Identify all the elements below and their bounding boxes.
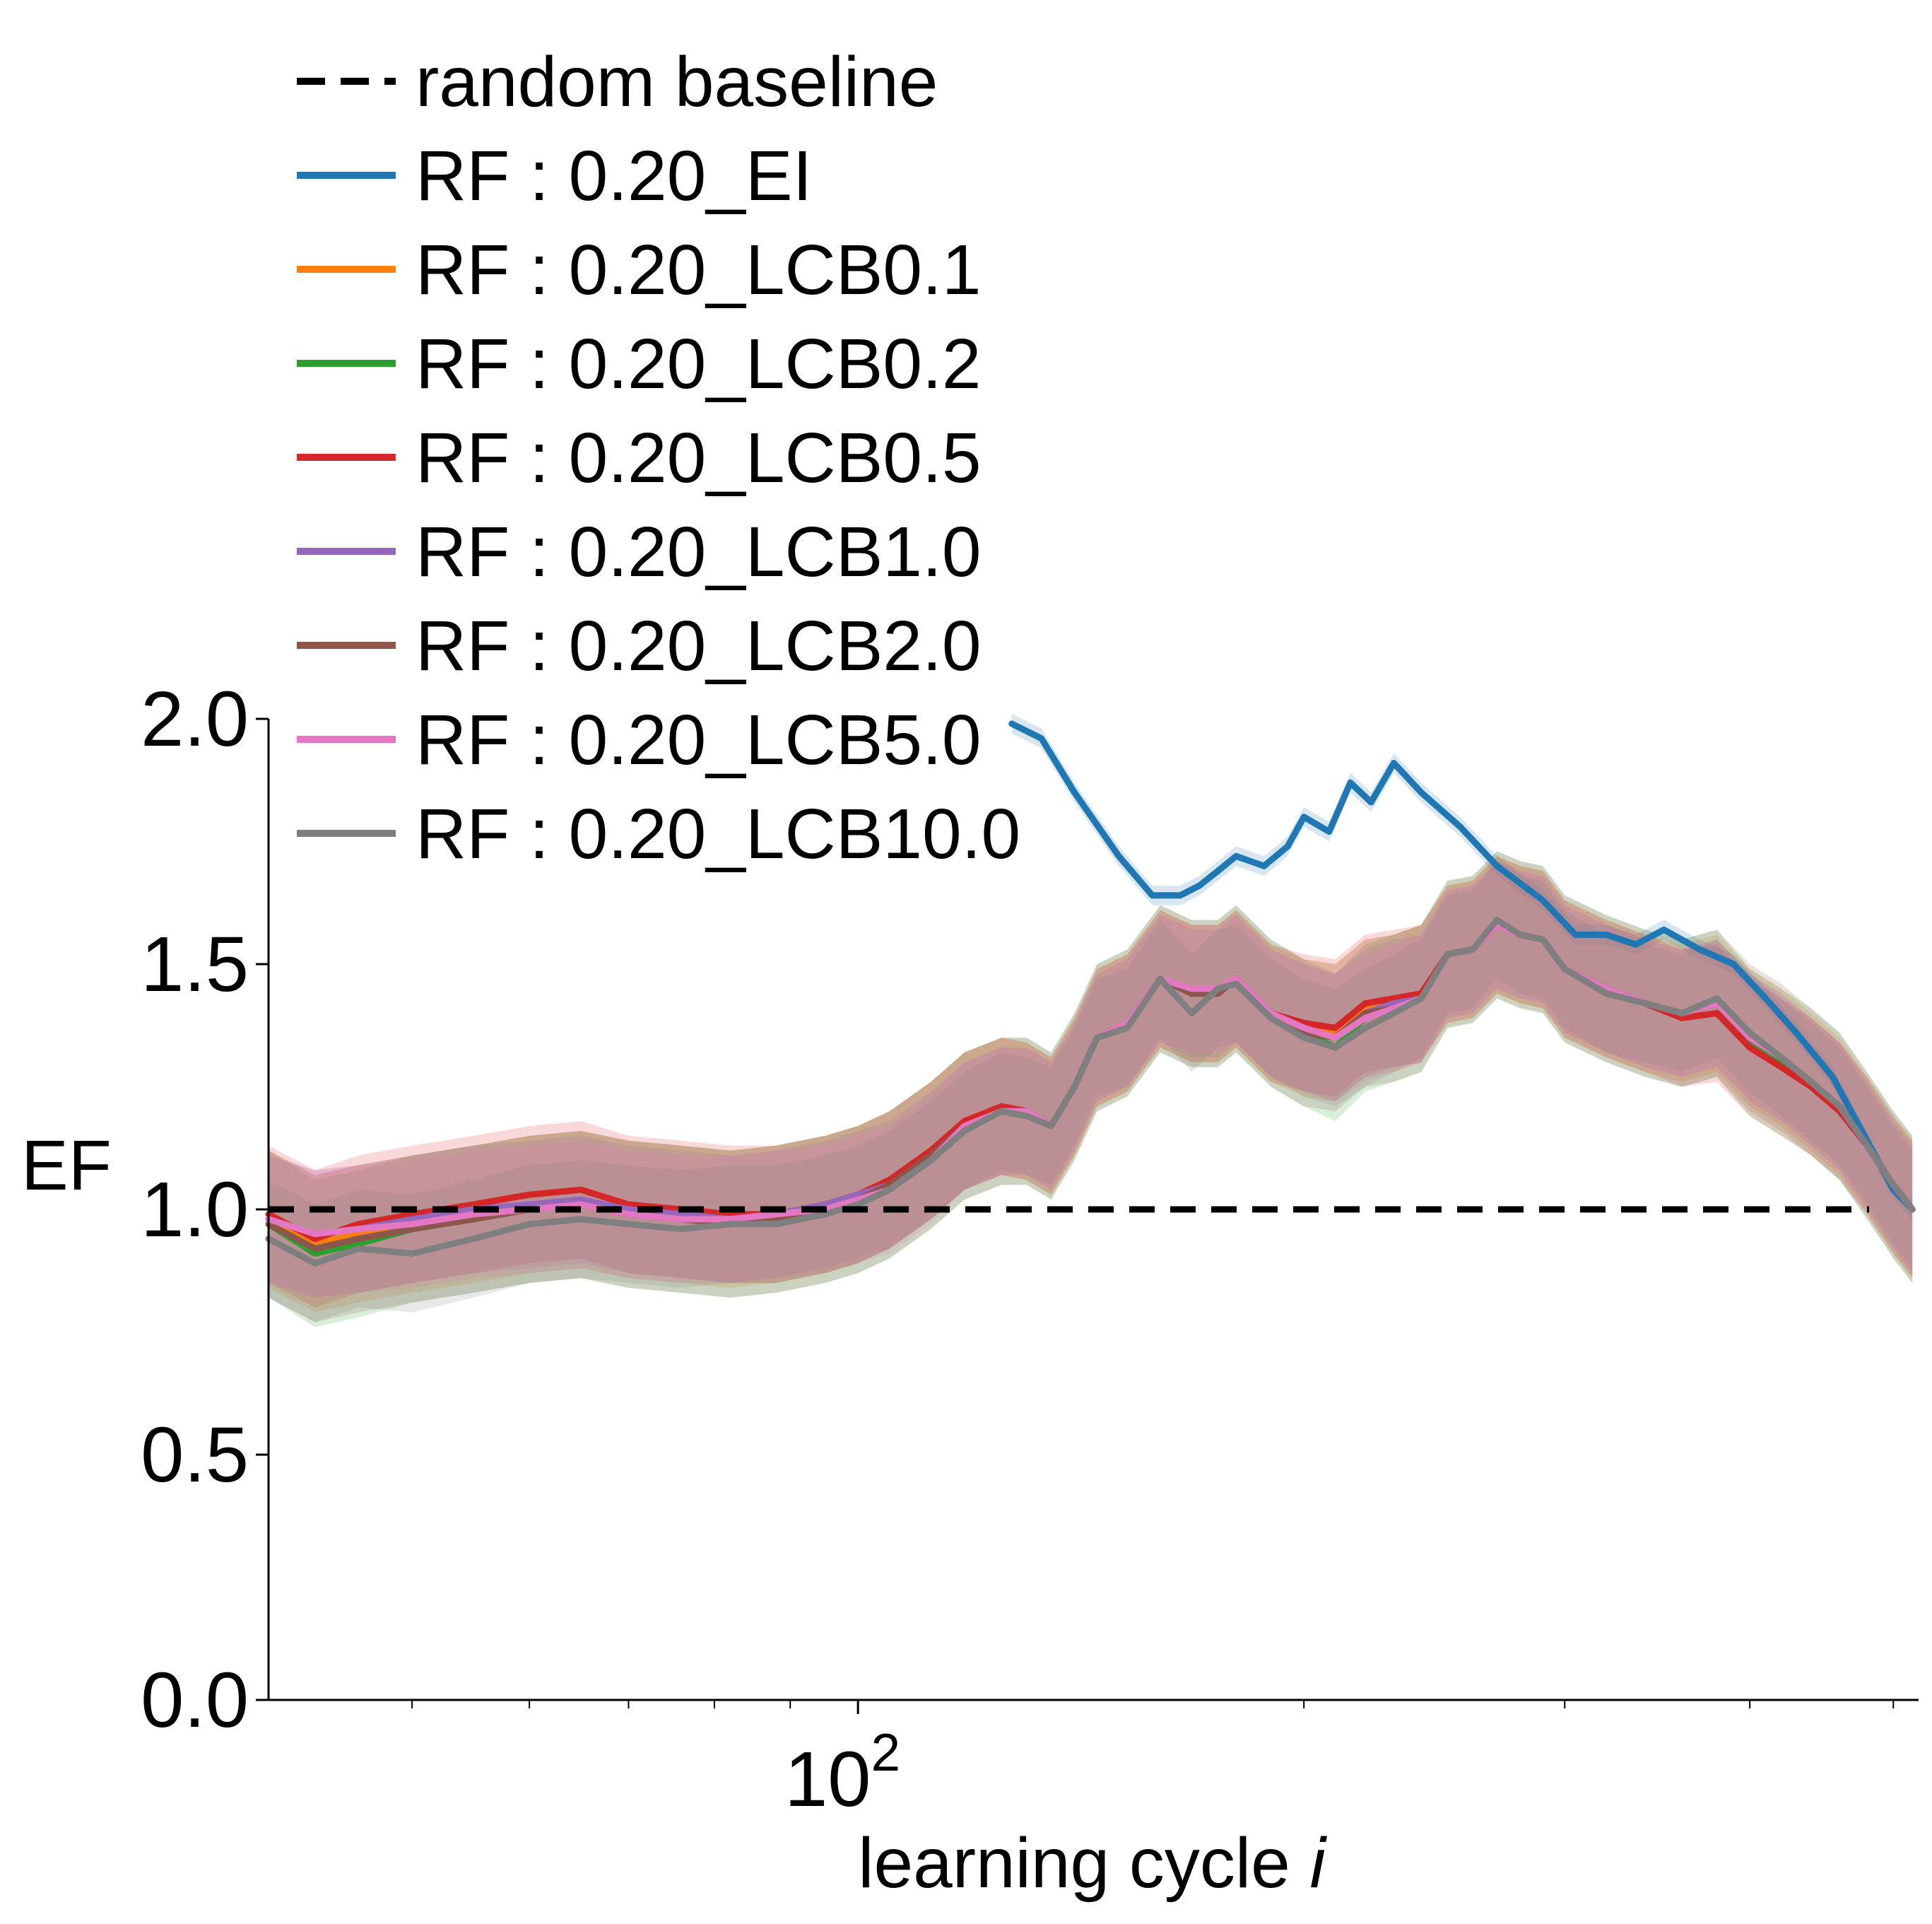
confidence-band: [269, 856, 1913, 1313]
series-lines: [265, 720, 1916, 1267]
y-tick-label: 1.0: [141, 1166, 249, 1253]
confidence-band: [269, 856, 1913, 1308]
legend-label: RF : 0.20_LCB0.1: [416, 230, 981, 310]
legend-label: RF : 0.20_LCB10.0: [416, 794, 1020, 874]
series-line: [265, 917, 1916, 1267]
y-axis-ticks: 0.0 0.5 1.0 1.5 2.0: [141, 676, 269, 1744]
legend-label: RF : 0.20_LCB1.0: [416, 512, 981, 592]
legend-label: RF : 0.20_LCB5.0: [416, 700, 981, 780]
legend-label: random baseline: [416, 42, 938, 122]
confidence-band: [269, 861, 1913, 1298]
series-line: [1008, 720, 1916, 1213]
x-axis-label: learning cycle i: [858, 1824, 1327, 1903]
legend-label: RF : 0.20_LCB0.2: [416, 324, 981, 404]
y-tick-label: 1.5: [141, 921, 249, 1008]
confidence-band: [269, 851, 1913, 1322]
legend-label: RF : 0.20_LCB0.5: [416, 418, 981, 498]
legend: random baseline RF : 0.20_EI RF : 0.20_LCB…: [297, 42, 1020, 874]
y-tick-label: 0.5: [141, 1412, 249, 1498]
y-tick-label: 2.0: [141, 676, 249, 763]
legend-label: RF : 0.20_EI: [416, 136, 812, 216]
x-axis-label-text: learning cycle: [858, 1824, 1290, 1903]
x-axis-label-variable: i: [1310, 1824, 1328, 1903]
x-tick-label: 102: [784, 1723, 900, 1823]
axes: 0.0 0.5 1.0 1.5 2.0 102 EF learning cycle i: [21, 676, 1919, 1903]
legend-label: RF : 0.20_LCB2.0: [416, 606, 981, 686]
confidence-band: [269, 861, 1913, 1298]
y-axis-label: EF: [21, 1126, 112, 1205]
x-axis-ticks: 102: [411, 1700, 1895, 1823]
y-tick-label: 0.0: [141, 1657, 249, 1744]
